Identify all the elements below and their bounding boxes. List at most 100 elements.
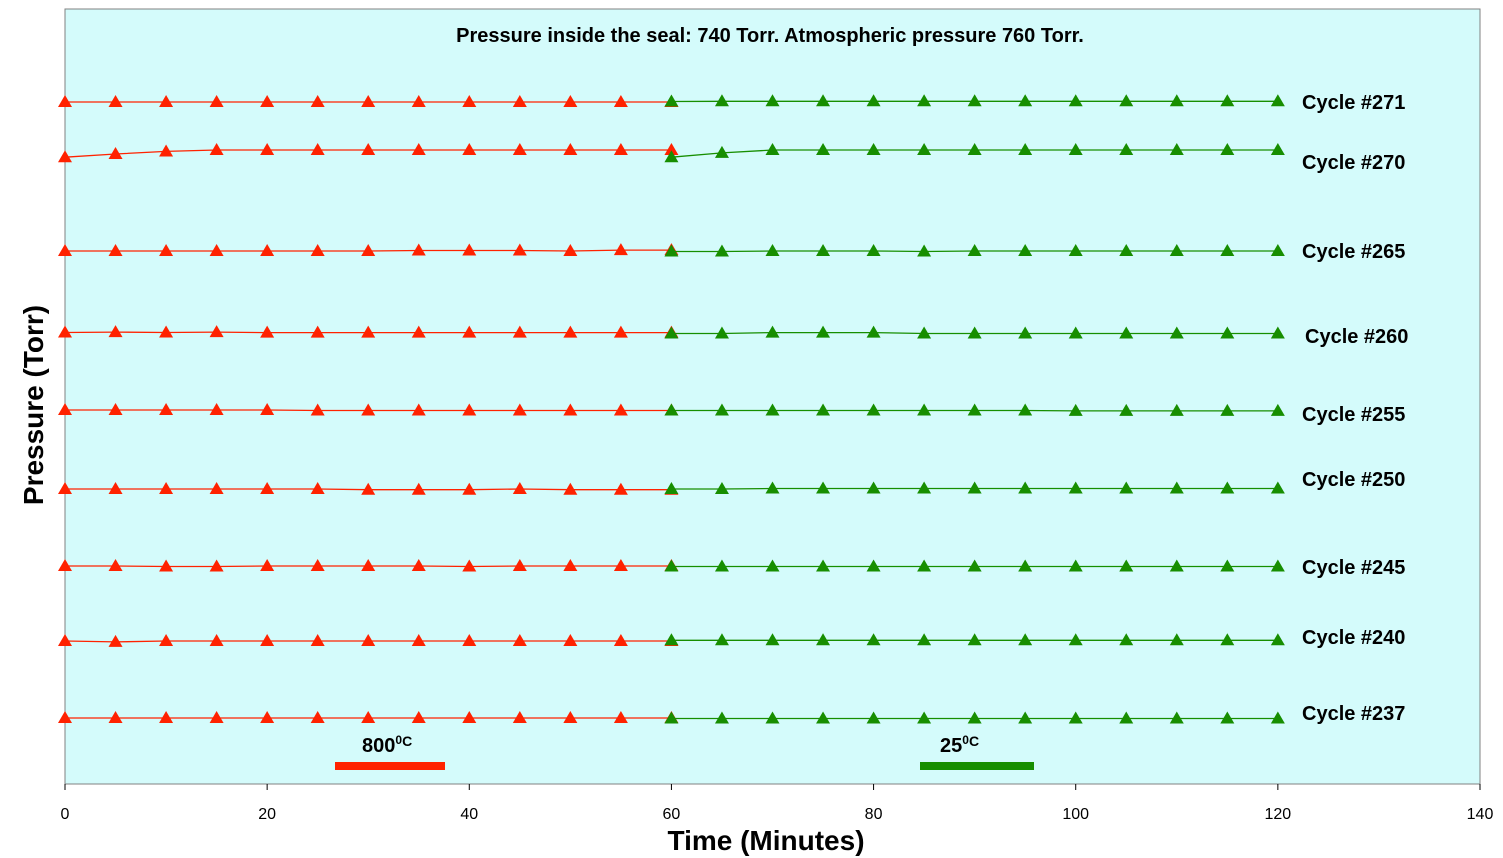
data-point-marker (765, 633, 780, 646)
data-point-marker (361, 403, 376, 416)
data-point-marker (816, 244, 831, 256)
data-point-marker (462, 95, 477, 107)
data-point-marker (108, 244, 123, 256)
data-point-marker (613, 559, 628, 571)
data-point-marker (816, 403, 831, 416)
data-point-marker (613, 482, 628, 495)
data-point-marker (58, 559, 72, 571)
series-layer: Cycle #271 Cycle #270 Cycle #265 Cycle #260… (58, 92, 1408, 725)
series-label: Cycle #250 (1302, 469, 1405, 491)
data-point-marker (209, 634, 224, 646)
data-point-marker (361, 711, 376, 723)
data-point-marker (310, 559, 325, 571)
data-point-marker (310, 403, 325, 416)
data-point-marker (1068, 633, 1083, 646)
data-point-marker (462, 634, 477, 646)
data-point-marker (411, 559, 426, 571)
data-point-marker (866, 481, 881, 494)
data-point-marker (209, 143, 224, 155)
data-point-marker (714, 94, 729, 107)
data-point-marker (967, 326, 982, 339)
data-point-marker (816, 633, 831, 646)
data-point-marker (967, 94, 982, 107)
data-point-marker (917, 559, 932, 572)
series-label: Cycle #240 (1302, 627, 1405, 649)
data-point-marker (613, 711, 628, 723)
data-point-marker (411, 95, 426, 107)
data-point-marker (108, 482, 123, 494)
data-point-marker (310, 634, 325, 646)
data-point-marker (1119, 326, 1134, 339)
data-point-marker (816, 325, 831, 338)
data-point-marker (613, 403, 628, 416)
data-point-marker (58, 403, 72, 415)
data-point-marker (714, 633, 729, 646)
data-point-marker (58, 325, 72, 338)
data-point-marker (1270, 143, 1285, 155)
x-tick-label: 0 (61, 806, 70, 823)
series-label: Cycle #255 (1302, 404, 1405, 426)
data-point-marker (1119, 559, 1134, 572)
data-point-marker (664, 94, 679, 107)
data-point-marker (310, 143, 325, 155)
data-point-marker (917, 326, 932, 339)
data-point-marker (1169, 559, 1184, 572)
data-point-marker (108, 559, 123, 571)
data-point-marker (613, 634, 628, 646)
data-point-marker (967, 143, 982, 155)
phase-legend-label: 250C (940, 733, 979, 757)
data-point-marker (967, 244, 982, 256)
series-label: Cycle #245 (1302, 557, 1405, 579)
data-point-marker (967, 711, 982, 724)
data-point-marker (209, 325, 224, 338)
x-tick-label: 20 (258, 806, 276, 823)
data-point-marker (664, 711, 679, 724)
data-point-marker (765, 244, 780, 256)
plot-area (64, 8, 1481, 785)
data-point-marker (1119, 244, 1134, 256)
data-point-marker (765, 325, 780, 338)
data-point-marker (209, 482, 224, 494)
data-point-marker (917, 403, 932, 416)
data-point-marker (816, 94, 831, 107)
data-point-marker (1018, 403, 1033, 416)
data-point-marker (1119, 94, 1134, 107)
data-point-marker (1220, 244, 1235, 256)
data-point-marker (1270, 711, 1285, 724)
data-point-marker (108, 95, 123, 107)
data-point-marker (108, 634, 123, 647)
data-point-marker (765, 481, 780, 494)
series-label: Cycle #237 (1302, 703, 1405, 725)
data-point-marker (512, 403, 527, 416)
data-point-marker (714, 145, 729, 158)
data-point-marker (512, 95, 527, 107)
data-point-marker (1270, 244, 1285, 256)
data-point-marker (917, 633, 932, 646)
data-point-marker (917, 94, 932, 107)
data-point-marker (1068, 711, 1083, 724)
data-point-marker (1220, 711, 1235, 724)
data-point-marker (159, 559, 174, 572)
data-point-marker (563, 482, 578, 495)
data-point-marker (462, 243, 477, 256)
data-point-marker (260, 143, 275, 155)
data-point-marker (108, 325, 123, 338)
data-point-marker (361, 634, 376, 646)
x-tick-label: 140 (1467, 806, 1494, 823)
data-point-marker (1018, 633, 1033, 646)
data-point-marker (714, 326, 729, 339)
data-point-marker (1169, 481, 1184, 494)
data-point-marker (209, 403, 224, 415)
data-point-marker (917, 143, 932, 155)
data-point-marker (411, 243, 426, 256)
x-tick-label: 40 (460, 806, 478, 823)
data-point-marker (1119, 481, 1134, 494)
data-point-marker (664, 326, 679, 339)
series-label: Cycle #265 (1302, 241, 1405, 263)
data-point-marker (512, 482, 527, 494)
data-point-marker (967, 481, 982, 494)
data-point-marker (1270, 326, 1285, 339)
data-point-marker (1169, 403, 1184, 416)
data-point-marker (613, 325, 628, 338)
data-point-marker (563, 143, 578, 155)
